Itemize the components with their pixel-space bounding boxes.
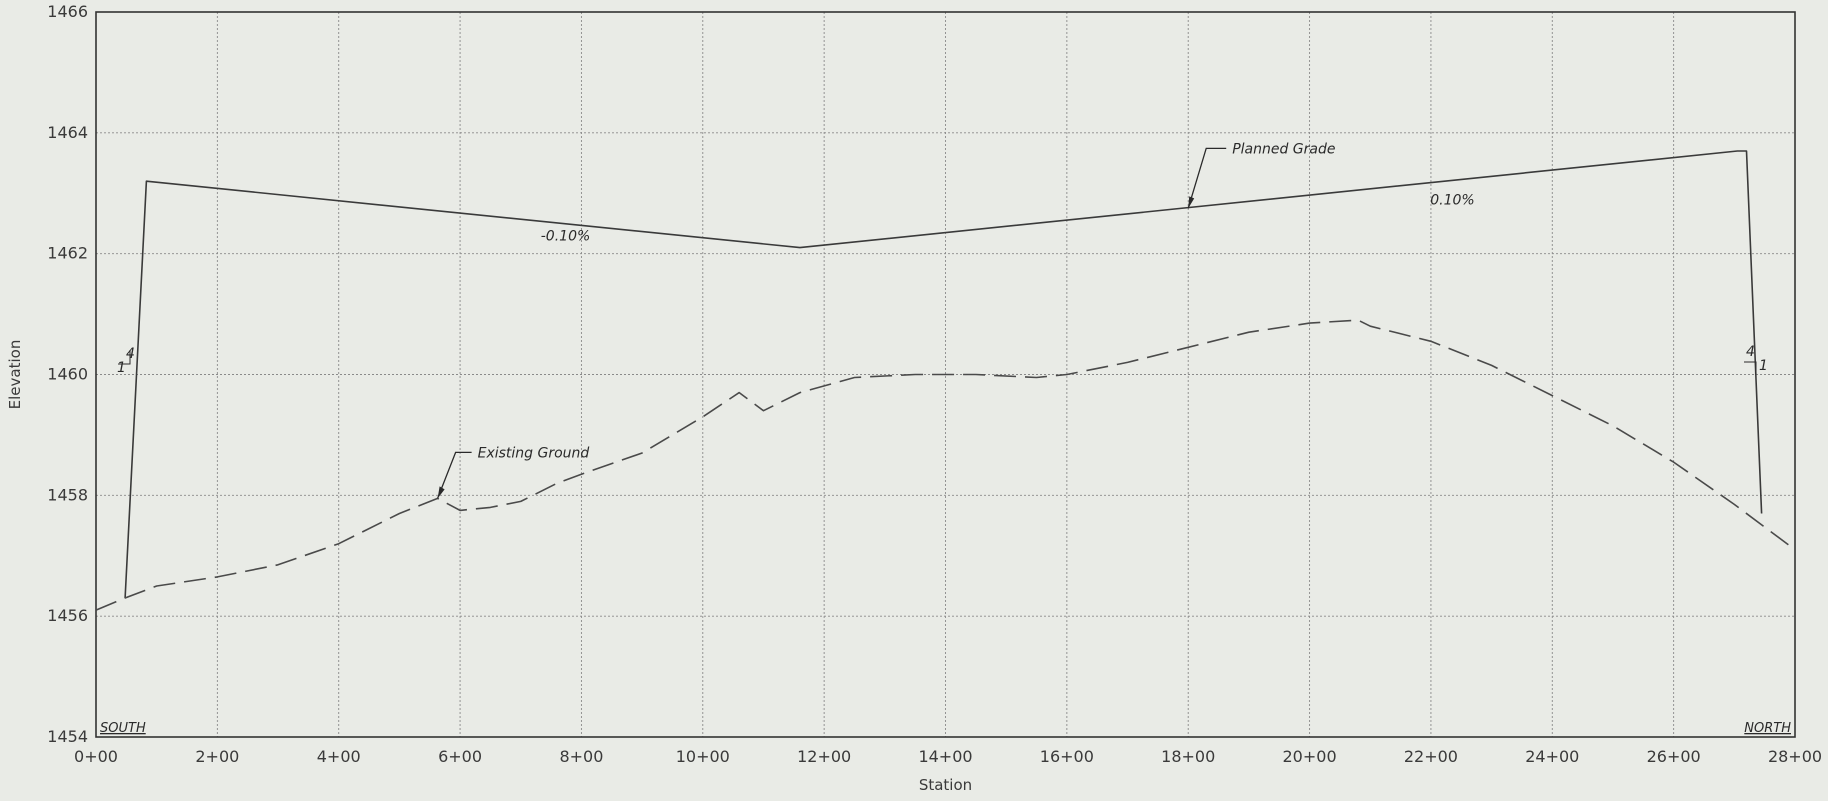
y-tick-label: 1460 bbox=[47, 365, 88, 384]
slope-triangle-north bbox=[1744, 361, 1757, 374]
tick-labels: 0+00 2+00 4+00 6+00 8+00 10+00 12+00 14+00 16+00… bbox=[47, 2, 1822, 766]
existing-ground-arrowhead bbox=[437, 486, 445, 499]
existing-ground-label: Existing Ground bbox=[478, 445, 590, 461]
x-tick-label: 20+00 bbox=[1283, 747, 1337, 766]
x-tick-label: 12+00 bbox=[797, 747, 851, 766]
slope-rise-label-north: 4 bbox=[1746, 344, 1755, 360]
x-tick-label: 22+00 bbox=[1404, 747, 1458, 766]
x-tick-label: 14+00 bbox=[918, 747, 972, 766]
y-tick-label: 1464 bbox=[47, 123, 88, 142]
x-tick-label: 28+00 bbox=[1768, 747, 1822, 766]
planned-grade-line bbox=[124, 150, 1763, 599]
y-axis-title: Elevation bbox=[6, 340, 24, 410]
x-tick-label: 2+00 bbox=[195, 747, 239, 766]
existing-ground-line bbox=[95, 319, 1796, 611]
x-tick-label: 0+00 bbox=[74, 747, 118, 766]
planned-grade-arrowhead bbox=[1188, 196, 1195, 209]
y-tick-label: 1454 bbox=[47, 727, 88, 746]
x-tick-label: 6+00 bbox=[438, 747, 482, 766]
north-end-label: NORTH bbox=[1744, 721, 1791, 736]
y-tick-label: 1458 bbox=[47, 485, 88, 504]
x-tick-label: 18+00 bbox=[1161, 747, 1215, 766]
y-tick-label: 1462 bbox=[47, 244, 88, 263]
grade-percent-north: 0.10% bbox=[1430, 192, 1474, 208]
y-tick-label: 1456 bbox=[47, 606, 88, 625]
x-tick-label: 10+00 bbox=[676, 747, 730, 766]
plot-frame bbox=[95, 11, 1796, 738]
x-tick-label: 8+00 bbox=[559, 747, 603, 766]
planned-grade-leader bbox=[1187, 147, 1227, 209]
annotations: Planned Grade Existing Ground -0.10% 0.10% 4… bbox=[100, 141, 1791, 736]
planned-grade-label: Planned Grade bbox=[1232, 141, 1335, 157]
slope-run-label-south: 1 bbox=[117, 360, 126, 376]
x-tick-label: 16+00 bbox=[1040, 747, 1094, 766]
slope-triangle-south bbox=[118, 350, 131, 365]
x-axis-title: Station bbox=[919, 776, 972, 794]
series-layer bbox=[95, 150, 1796, 611]
x-tick-label: 4+00 bbox=[317, 747, 361, 766]
south-end-label: SOUTH bbox=[100, 721, 146, 736]
slope-run-label-north: 1 bbox=[1759, 358, 1768, 374]
x-tick-label: 26+00 bbox=[1647, 747, 1701, 766]
grade-percent-south: -0.10% bbox=[541, 229, 591, 245]
y-tick-label: 1466 bbox=[47, 2, 88, 21]
existing-ground-leader bbox=[437, 451, 472, 499]
x-tick-label: 24+00 bbox=[1525, 747, 1579, 766]
